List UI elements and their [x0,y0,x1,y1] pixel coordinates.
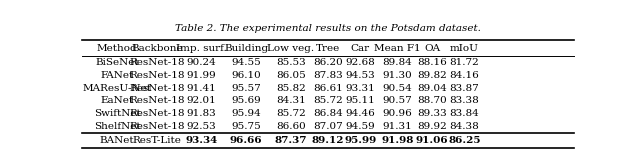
Text: 88.16: 88.16 [417,58,447,67]
Text: Car: Car [351,44,370,53]
Text: Imp. surf.: Imp. surf. [176,44,227,53]
Text: 89.12: 89.12 [312,136,344,145]
Text: FANet: FANet [100,71,134,80]
Text: 94.53: 94.53 [346,71,375,80]
Text: 91.31: 91.31 [383,122,412,131]
Text: 95.99: 95.99 [344,136,376,145]
Text: 85.82: 85.82 [276,84,306,93]
Text: Tree: Tree [316,44,340,53]
Text: 84.16: 84.16 [449,71,479,80]
Text: 93.31: 93.31 [346,84,375,93]
Text: Method: Method [97,44,138,53]
Text: 83.87: 83.87 [449,84,479,93]
Text: ShelfNet: ShelfNet [94,122,141,131]
Text: ResNet-18: ResNet-18 [129,84,184,93]
Text: EaNet: EaNet [100,96,134,105]
Text: 91.30: 91.30 [383,71,412,80]
Text: 91.06: 91.06 [416,136,449,145]
Text: ResNet-18: ResNet-18 [129,71,184,80]
Text: OA: OA [424,44,440,53]
Text: MAResU-Net: MAResU-Net [83,84,152,93]
Text: Low veg.: Low veg. [268,44,314,53]
Text: 93.34: 93.34 [186,136,218,145]
Text: 92.01: 92.01 [187,96,216,105]
Text: 86.05: 86.05 [276,71,306,80]
Text: 95.57: 95.57 [231,84,261,93]
Text: 89.04: 89.04 [417,84,447,93]
Text: mIoU: mIoU [450,44,479,53]
Text: 94.46: 94.46 [346,109,375,118]
Text: 92.53: 92.53 [187,122,216,131]
Text: ResNet-18: ResNet-18 [129,109,184,118]
Text: 91.98: 91.98 [381,136,413,145]
Text: 91.83: 91.83 [187,109,216,118]
Text: 81.72: 81.72 [449,58,479,67]
Text: Mean F1: Mean F1 [374,44,420,53]
Text: BANet: BANet [100,136,134,145]
Text: 91.99: 91.99 [187,71,216,80]
Text: 92.68: 92.68 [346,58,375,67]
Text: Table 2. The experimental results on the Potsdam dataset.: Table 2. The experimental results on the… [175,24,481,33]
Text: 85.72: 85.72 [313,96,343,105]
Text: 91.41: 91.41 [187,84,216,93]
Text: 94.59: 94.59 [346,122,375,131]
Text: 86.60: 86.60 [276,122,306,131]
Text: 90.57: 90.57 [383,96,412,105]
Text: ResNet-18: ResNet-18 [129,122,184,131]
Text: 86.20: 86.20 [313,58,343,67]
Text: 94.55: 94.55 [231,58,261,67]
Text: 89.33: 89.33 [417,109,447,118]
Text: 84.31: 84.31 [276,96,306,105]
Text: 90.96: 90.96 [383,109,412,118]
Text: 90.54: 90.54 [383,84,412,93]
Text: 95.94: 95.94 [231,109,261,118]
Text: 86.61: 86.61 [313,84,343,93]
Text: ResNet-18: ResNet-18 [129,96,184,105]
Text: 85.53: 85.53 [276,58,306,67]
Text: 87.07: 87.07 [313,122,343,131]
Text: 83.84: 83.84 [449,109,479,118]
Text: 90.24: 90.24 [187,58,216,67]
Text: 89.82: 89.82 [417,71,447,80]
Text: 86.25: 86.25 [448,136,481,145]
Text: 95.69: 95.69 [231,96,261,105]
Text: 85.72: 85.72 [276,109,306,118]
Text: 96.10: 96.10 [231,71,261,80]
Text: 86.84: 86.84 [313,109,343,118]
Text: 83.38: 83.38 [449,96,479,105]
Text: Backbone: Backbone [131,44,182,53]
Text: 84.38: 84.38 [449,122,479,131]
Text: 95.11: 95.11 [346,96,375,105]
Text: 96.66: 96.66 [230,136,262,145]
Text: SwiftNet: SwiftNet [94,109,141,118]
Text: 87.83: 87.83 [313,71,343,80]
Text: 88.70: 88.70 [417,96,447,105]
Text: BiSeNet: BiSeNet [95,58,139,67]
Text: ResNet-18: ResNet-18 [129,58,184,67]
Text: 89.84: 89.84 [383,58,412,67]
Text: Building: Building [224,44,268,53]
Text: 95.75: 95.75 [231,122,261,131]
Text: 87.37: 87.37 [275,136,307,145]
Text: ResT-Lite: ResT-Lite [132,136,181,145]
Text: 89.92: 89.92 [417,122,447,131]
